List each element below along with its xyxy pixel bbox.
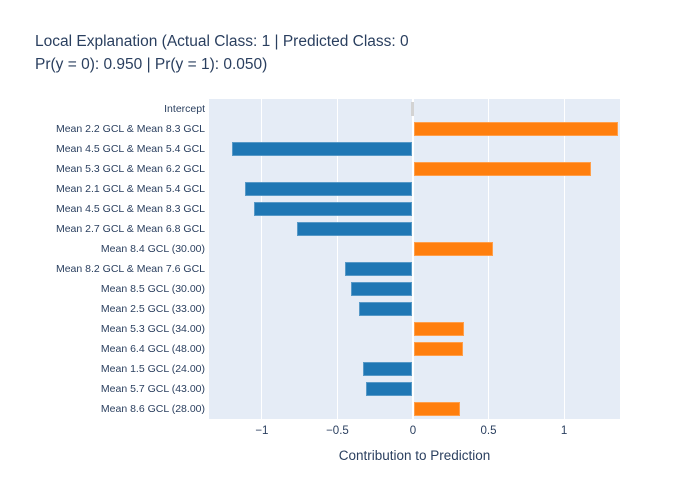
x-axis-title: Contribution to Prediction xyxy=(338,448,491,463)
category-label: Mean 5.3 GCL (34.00) xyxy=(100,323,205,335)
bar-intercept[interactable] xyxy=(411,102,415,116)
bar-positive[interactable] xyxy=(413,402,460,416)
bar-negative[interactable] xyxy=(254,202,412,216)
gridline xyxy=(488,99,490,419)
category-label: Mean 2.1 GCL & Mean 5.4 GCL xyxy=(55,183,205,195)
bar-positive[interactable] xyxy=(413,342,463,356)
category-label: Mean 4.5 GCL & Mean 5.4 GCL xyxy=(55,143,205,155)
category-label: Mean 2.2 GCL & Mean 8.3 GCL xyxy=(55,123,205,135)
gridline xyxy=(261,99,263,419)
bar-negative[interactable] xyxy=(245,182,412,196)
bar-negative[interactable] xyxy=(358,302,412,316)
x-axis-ticks: −1 −0.5 0 0.5 1 xyxy=(0,425,700,441)
category-label: Mean 5.7 GCL (43.00) xyxy=(100,383,205,395)
category-label: Mean 2.5 GCL (33.00) xyxy=(100,303,205,315)
category-label: Mean 6.4 GCL (48.00) xyxy=(100,343,205,355)
category-label: Intercept xyxy=(164,103,205,115)
bar-positive[interactable] xyxy=(413,242,494,256)
bar-positive[interactable] xyxy=(413,162,592,176)
x-tick-label: −0.5 xyxy=(326,425,349,437)
category-label: Mean 2.7 GCL & Mean 6.8 GCL xyxy=(55,223,205,235)
category-label: Mean 8.6 GCL (28.00) xyxy=(100,403,205,415)
x-tick-label: 1 xyxy=(560,425,568,437)
bar-positive[interactable] xyxy=(413,322,465,336)
x-tick-label: −1 xyxy=(255,425,269,437)
chart-title-line1: Local Explanation (Actual Class: 1 | Pre… xyxy=(35,33,409,50)
category-label: Mean 8.2 GCL & Mean 7.6 GCL xyxy=(55,263,205,275)
bar-negative[interactable] xyxy=(351,282,412,296)
chart-title-line2: Pr(y = 0): 0.950 | Pr(y = 1): 0.050) xyxy=(35,55,268,73)
plot-area[interactable] xyxy=(209,99,620,419)
category-label: Mean 8.5 GCL (30.00) xyxy=(100,283,205,295)
x-tick-label: 0.5 xyxy=(480,425,497,437)
gridline xyxy=(563,99,565,419)
chart-title: Local Explanation (Actual Class: 1 | Pre… xyxy=(35,31,409,76)
category-label: Mean 1.5 GCL (24.00) xyxy=(100,363,205,375)
bar-negative[interactable] xyxy=(363,362,412,376)
gridline xyxy=(336,99,338,419)
bar-negative[interactable] xyxy=(231,142,412,156)
bar-negative[interactable] xyxy=(344,262,412,276)
x-tick-label: 0 xyxy=(409,425,417,437)
bar-negative[interactable] xyxy=(366,382,412,396)
category-label: Mean 5.3 GCL & Mean 6.2 GCL xyxy=(55,163,205,175)
bar-negative[interactable] xyxy=(296,222,412,236)
zero-line xyxy=(411,99,414,419)
category-label: Mean 8.4 GCL (30.00) xyxy=(100,243,205,255)
category-label: Mean 4.5 GCL & Mean 8.3 GCL xyxy=(55,203,205,215)
bar-positive[interactable] xyxy=(413,122,619,136)
